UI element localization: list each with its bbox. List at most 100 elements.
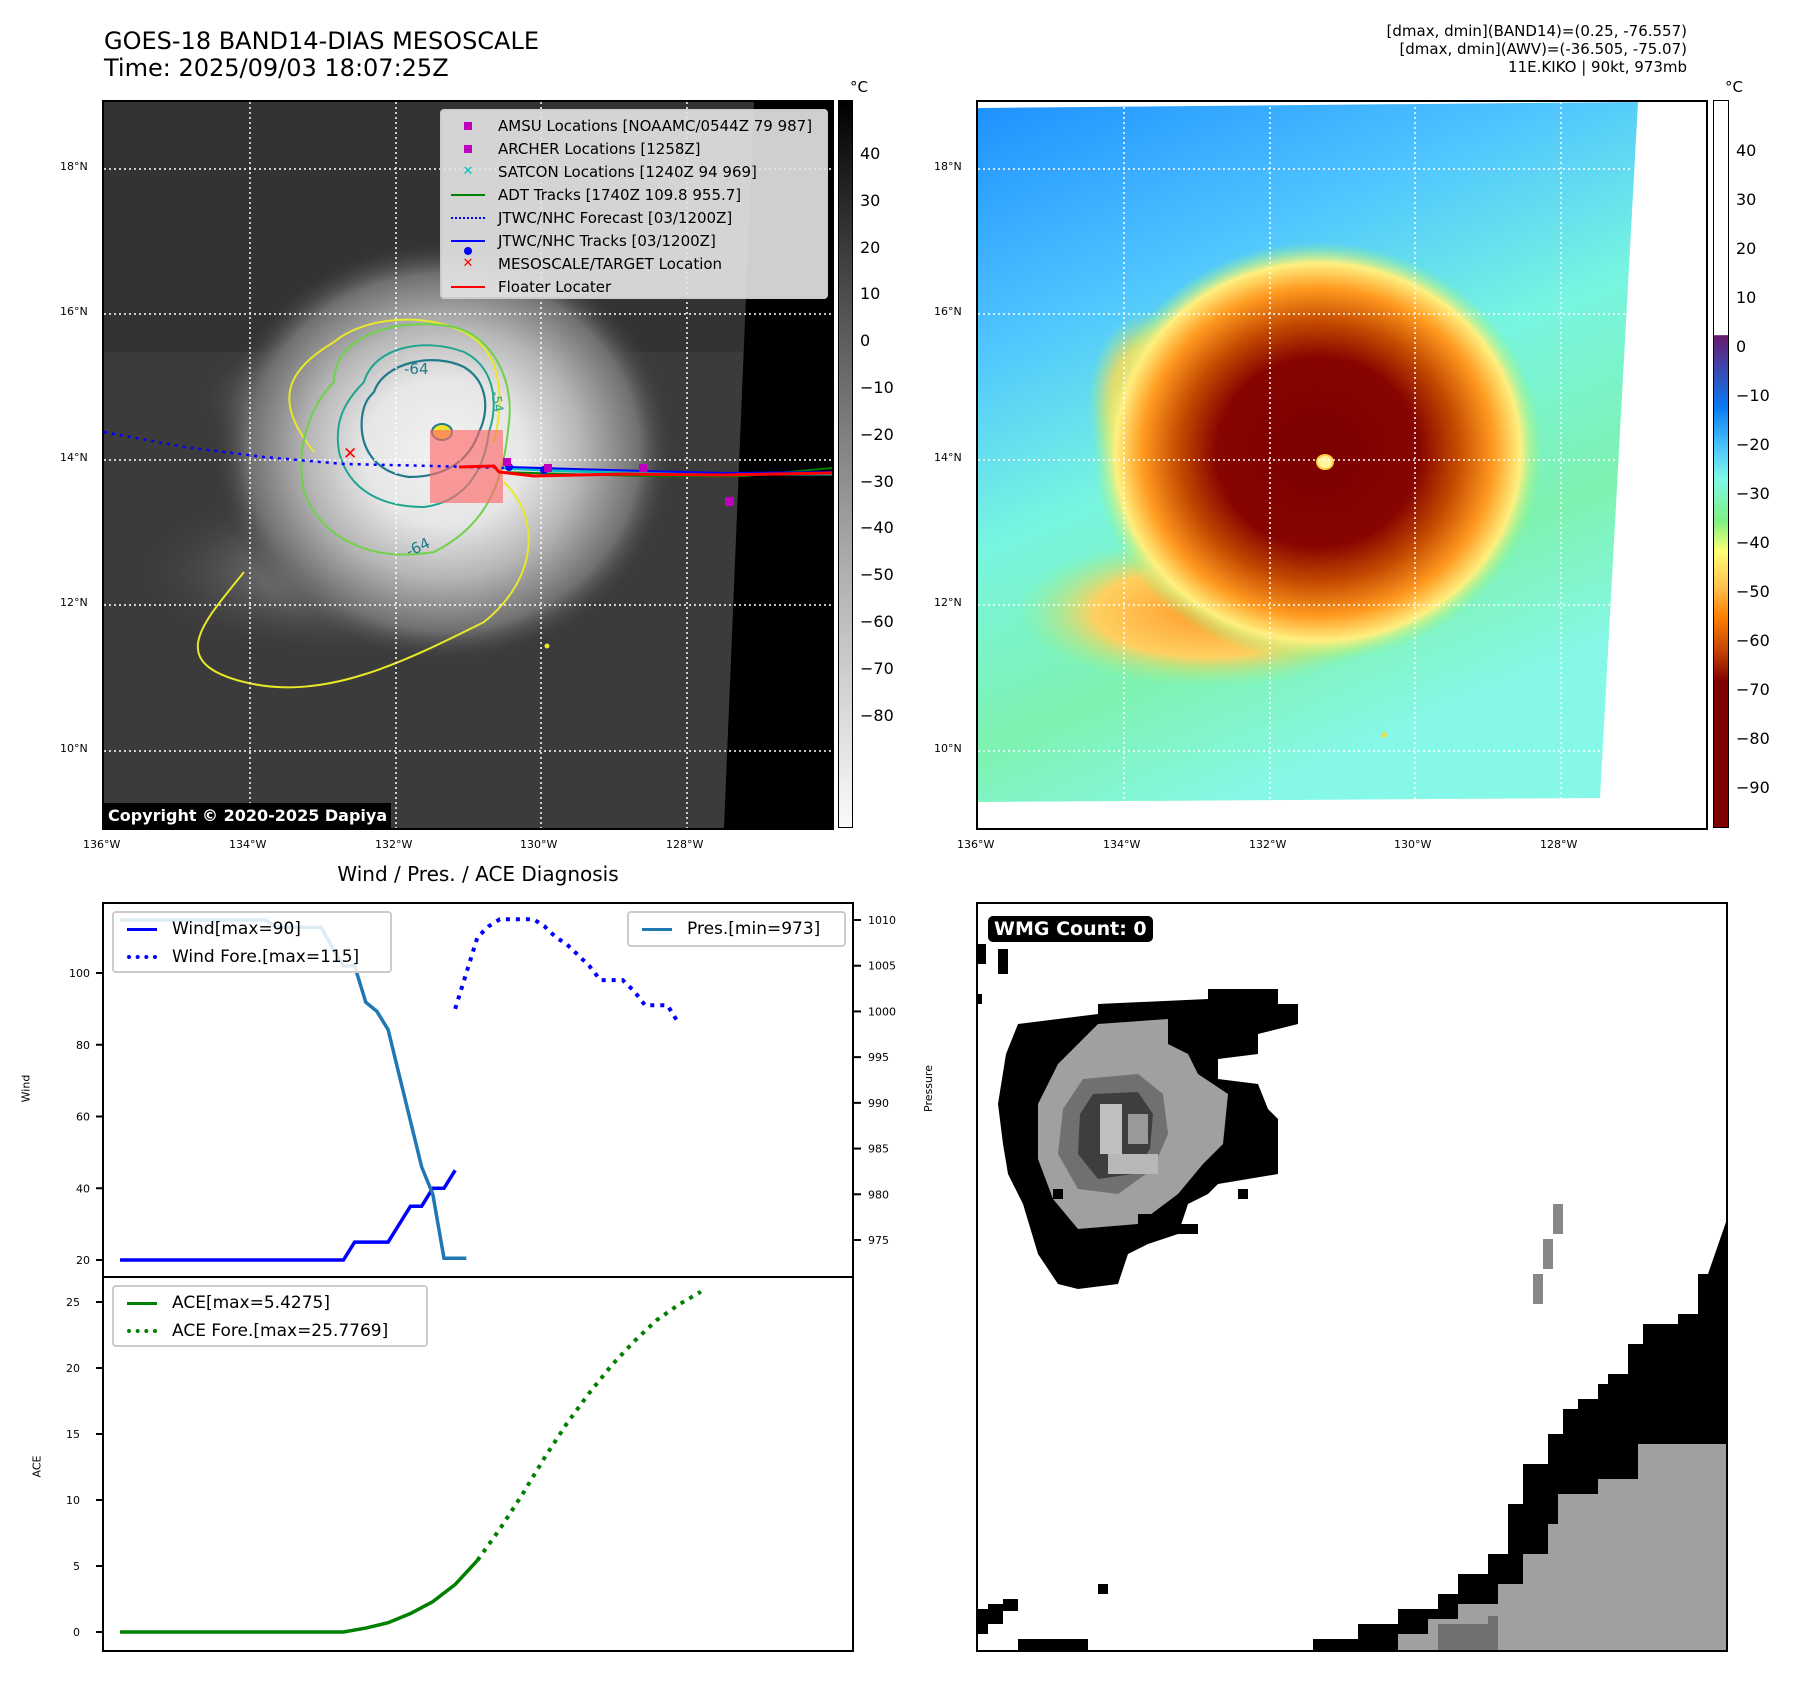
small-cell bbox=[1381, 732, 1387, 738]
lon-tick: 128°W bbox=[1540, 838, 1578, 851]
colorbar-tick: −40 bbox=[860, 518, 894, 538]
colorbar-tick: 40 bbox=[860, 144, 881, 163]
legend-label: AMSU Locations [NOAAMC/0544Z 79 987] bbox=[498, 116, 813, 135]
legend-item-adt: ADT Tracks [1740Z 109.8 955.7] bbox=[446, 183, 822, 206]
colorbar-tick: 20 bbox=[860, 237, 881, 257]
title-time: Time: 2025/09/03 18:07:25Z bbox=[104, 54, 449, 82]
lon-tick: 136°W bbox=[957, 838, 995, 851]
map-legend: AMSU Locations [NOAAMC/0544Z 79 987] ARC… bbox=[440, 109, 828, 299]
colorbar-tick: −30 bbox=[860, 471, 894, 491]
colorbar-tick: 40 bbox=[1736, 141, 1757, 160]
ace-axis-label: ACE bbox=[30, 1455, 44, 1478]
colorbar-right-unit: °C bbox=[1725, 78, 1743, 96]
lon-tick: 130°W bbox=[1394, 838, 1432, 851]
lat-tick: 12°N bbox=[60, 596, 88, 609]
legend-label: JTWC/NHC Tracks [03/1200Z] bbox=[498, 231, 716, 250]
legend-label: ADT Tracks [1740Z 109.8 955.7] bbox=[498, 185, 742, 204]
wind-ytick-label: 20 bbox=[76, 1254, 90, 1267]
wind-axis-label: Wind bbox=[19, 1074, 33, 1103]
lon-tick: 128°W bbox=[666, 838, 704, 851]
dias-map-svg bbox=[978, 102, 1638, 802]
colorbar-tick: −80 bbox=[860, 705, 894, 725]
colorbar-tick: −80 bbox=[1736, 729, 1770, 748]
line-icon bbox=[635, 927, 679, 931]
legend-label: Wind[max=90] bbox=[172, 919, 301, 939]
pressure-ytick-label: 990 bbox=[868, 1097, 889, 1110]
pressure-axis-label: Pressure bbox=[921, 1065, 935, 1112]
lon-tick: 132°W bbox=[375, 838, 413, 851]
colorbar-tick: −30 bbox=[1736, 484, 1770, 503]
legend-label: MESOSCALE/TARGET Location bbox=[498, 254, 723, 273]
main-title: GOES-18 BAND14-DIAS MESOSCALE Time: 2025… bbox=[104, 28, 539, 82]
lat-tick: 14°N bbox=[934, 451, 962, 464]
legend-item-archer: ARCHER Locations [1258Z] bbox=[446, 137, 822, 160]
pressure-ytick-label: 995 bbox=[868, 1051, 889, 1064]
map-gridlines bbox=[978, 102, 1633, 802]
colorbar-tick: −60 bbox=[1736, 631, 1770, 650]
colorbar-tick: 30 bbox=[1736, 190, 1757, 209]
colorbar-right bbox=[1713, 100, 1729, 828]
legend-item-pressure: Pres.[min=973] bbox=[635, 915, 838, 943]
legend-label: Pres.[min=973] bbox=[687, 919, 821, 939]
amsu-marker bbox=[503, 458, 511, 466]
floater-track bbox=[458, 464, 832, 478]
amsu-marker bbox=[725, 497, 734, 506]
colorbar-tick: −70 bbox=[860, 658, 894, 678]
colorbar-tick: −20 bbox=[860, 424, 894, 444]
legend-item-satcon: ✕ SATCON Locations [1240Z 94 969] bbox=[446, 160, 822, 183]
ace-line bbox=[120, 1559, 479, 1634]
diagnosis-title: Wind / Pres. / ACE Diagnosis bbox=[337, 862, 619, 886]
mesoscale-target-marker: ✕ bbox=[343, 444, 357, 464]
colorbar-tick: 20 bbox=[1736, 239, 1757, 258]
legend-label: JTWC/NHC Forecast [03/1200Z] bbox=[498, 208, 733, 227]
colorbar-tick: 0 bbox=[860, 331, 871, 351]
pressure-ytick-label: 985 bbox=[868, 1143, 889, 1156]
legend-item-wind-forecast: Wind Fore.[max=115] bbox=[120, 943, 384, 971]
awv-dmax-dmin: [dmax, dmin](AWV)=(-36.505, -75.07) bbox=[1399, 40, 1687, 58]
storm-eye bbox=[1316, 454, 1334, 470]
dotted-line-icon bbox=[120, 1329, 164, 1333]
archer-marker bbox=[639, 464, 647, 472]
dotted-line-icon bbox=[446, 216, 490, 219]
colorbar-tick: −60 bbox=[860, 612, 894, 631]
colorbar-tick: 10 bbox=[860, 284, 881, 304]
wmg-panel: WMG Count: 0 bbox=[976, 902, 1728, 1652]
dias-map-panel bbox=[976, 100, 1708, 830]
ace-ytick-label: 15 bbox=[66, 1428, 80, 1441]
colorbar-tick: −50 bbox=[1736, 582, 1770, 601]
wind-line bbox=[120, 1169, 457, 1262]
lat-tick: 12°N bbox=[934, 596, 962, 609]
x-marker-icon: ✕ bbox=[462, 164, 474, 179]
wind-ytick-label: 80 bbox=[76, 1039, 90, 1052]
legend-item-amsu: AMSU Locations [NOAAMC/0544Z 79 987] bbox=[446, 114, 822, 137]
contour-outer-north bbox=[288, 318, 501, 453]
colorbar-left-unit: °C bbox=[850, 78, 868, 96]
colorbar-tick: −10 bbox=[1736, 386, 1770, 405]
storm-info: 11E.KIKO | 90kt, 973mb bbox=[1508, 58, 1687, 76]
wind-ytick-label: 100 bbox=[69, 967, 90, 980]
archer-marker bbox=[544, 464, 552, 472]
lat-tick: 14°N bbox=[60, 451, 88, 464]
legend-item-forecast: JTWC/NHC Forecast [03/1200Z] bbox=[446, 206, 822, 229]
legend-item-ace-forecast: ACE Fore.[max=25.7769] bbox=[120, 1317, 420, 1345]
colorbar-tick: 10 bbox=[1736, 288, 1757, 307]
legend-label: Wind Fore.[max=115] bbox=[172, 947, 360, 967]
pressure-ytick-label: 980 bbox=[868, 1188, 889, 1201]
wmg-sw-region bbox=[978, 1584, 1108, 1650]
line-icon bbox=[120, 927, 164, 931]
legend-label: Floater Locater bbox=[498, 277, 612, 296]
copyright-label: Copyright © 2020-2025 Dapiya bbox=[104, 803, 392, 828]
ace-legend: ACE[max=5.4275] ACE Fore.[max=25.7769] bbox=[112, 1285, 428, 1347]
lon-tick: 132°W bbox=[1249, 838, 1287, 851]
ace-ytick-label: 25 bbox=[66, 1296, 80, 1309]
lat-tick: 18°N bbox=[60, 160, 88, 173]
wmg-se-region bbox=[1313, 1204, 1726, 1650]
line-icon bbox=[446, 193, 490, 196]
legend-item-wind: Wind[max=90] bbox=[120, 915, 384, 943]
line-icon bbox=[120, 1301, 164, 1305]
ace-ytick-label: 10 bbox=[66, 1494, 80, 1507]
lat-tick: 16°N bbox=[60, 305, 88, 318]
small-cell bbox=[544, 643, 550, 649]
stats-header: [dmax, dmin](BAND14)=(0.25, -76.557) [dm… bbox=[1387, 22, 1687, 76]
colorbar-tick: −20 bbox=[1736, 435, 1770, 454]
